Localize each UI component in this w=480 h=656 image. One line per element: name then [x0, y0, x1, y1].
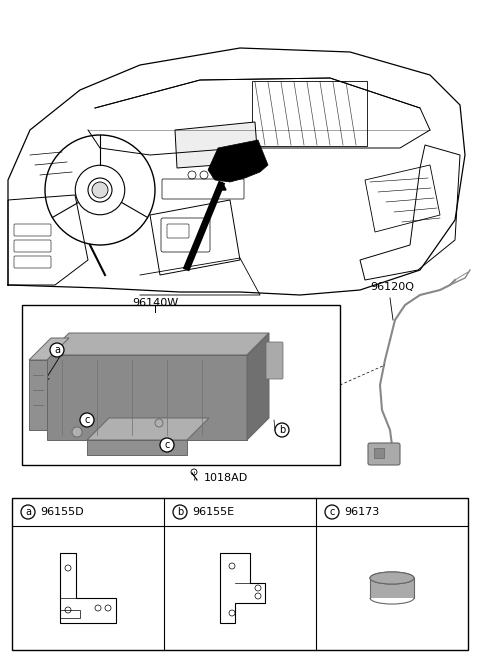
FancyBboxPatch shape: [374, 448, 384, 458]
Circle shape: [80, 413, 94, 427]
Text: 96155E: 96155E: [192, 507, 234, 517]
Ellipse shape: [370, 572, 414, 584]
Polygon shape: [218, 182, 226, 190]
Polygon shape: [29, 338, 69, 360]
Polygon shape: [87, 440, 187, 455]
Circle shape: [325, 505, 339, 519]
Polygon shape: [370, 578, 414, 598]
Text: b: b: [279, 425, 285, 435]
Polygon shape: [29, 360, 47, 430]
Polygon shape: [175, 122, 258, 168]
Polygon shape: [47, 333, 269, 355]
Text: 96173: 96173: [344, 507, 379, 517]
Text: b: b: [177, 507, 183, 517]
Circle shape: [155, 419, 163, 427]
Circle shape: [21, 505, 35, 519]
Circle shape: [72, 427, 82, 437]
FancyBboxPatch shape: [368, 443, 400, 465]
Text: c: c: [329, 507, 335, 517]
Text: c: c: [164, 440, 170, 450]
Text: a: a: [54, 345, 60, 355]
Polygon shape: [47, 355, 247, 440]
Circle shape: [50, 343, 64, 357]
Circle shape: [160, 438, 174, 452]
Text: 96120Q: 96120Q: [370, 282, 414, 292]
Polygon shape: [87, 418, 209, 440]
FancyBboxPatch shape: [266, 342, 283, 379]
Circle shape: [275, 423, 289, 437]
Polygon shape: [208, 140, 268, 182]
Text: 96155D: 96155D: [40, 507, 84, 517]
Text: a: a: [25, 507, 31, 517]
Ellipse shape: [370, 572, 414, 584]
Circle shape: [92, 182, 108, 198]
Polygon shape: [247, 333, 269, 440]
Text: 1018AD: 1018AD: [204, 473, 248, 483]
Text: 96140W: 96140W: [132, 298, 178, 308]
Circle shape: [173, 505, 187, 519]
Text: c: c: [84, 415, 90, 425]
